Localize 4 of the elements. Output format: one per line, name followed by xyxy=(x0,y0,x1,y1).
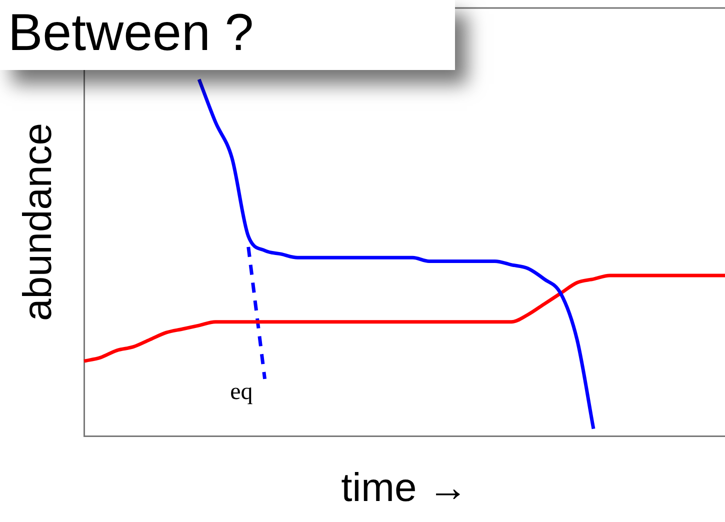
text: Between ? xyxy=(0,0,455,70)
y-axis-title: abundance xyxy=(16,123,60,321)
x-axis-title: time → xyxy=(341,466,468,510)
annotation: eq xyxy=(230,379,253,406)
